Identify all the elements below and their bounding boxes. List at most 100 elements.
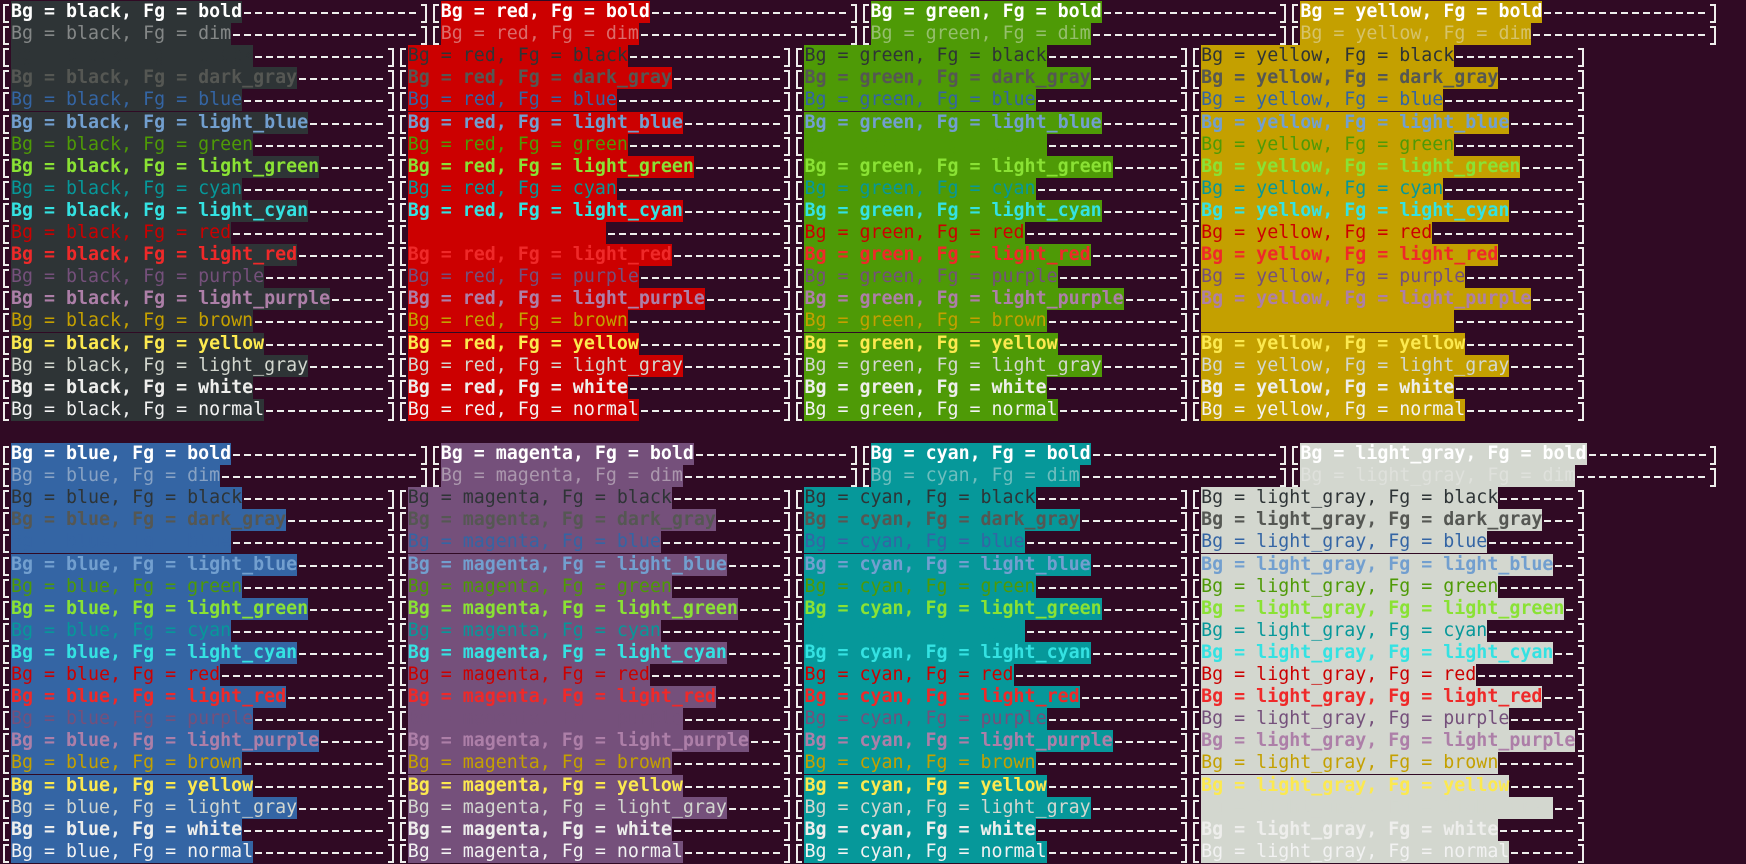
dash-filler: [682, 199, 783, 222]
color-line: Bg = blue, Fg = normal: [0, 840, 397, 863]
color-line: Bg = magenta, Fg = red: [397, 664, 794, 686]
color-sample: Bg = cyan, Fg = light_gray: [804, 796, 1091, 819]
color-line: Bg = black, Fg = light_red: [0, 244, 397, 267]
bracket: [1179, 752, 1190, 775]
color-sample: Bg = cyan, Fg = light_green: [804, 597, 1102, 620]
bracket: [782, 708, 793, 731]
bracket: [793, 266, 804, 289]
bracket: [782, 333, 793, 355]
bracket: [782, 45, 793, 68]
color-sample: Bg = red, Fg = normal: [407, 398, 639, 421]
dash-filler: [253, 774, 386, 797]
bracket: [1708, 465, 1719, 488]
dash-filler: [1564, 597, 1576, 620]
bracket: [782, 775, 793, 797]
dash-filler: [1101, 597, 1180, 620]
bracket: [1576, 200, 1587, 222]
bracket: [386, 89, 397, 112]
bracket: [397, 487, 408, 510]
dash-filler: [1079, 686, 1180, 709]
color-line: Bg = yellow, Fg = purple: [1190, 266, 1587, 289]
bracket: [1179, 134, 1190, 156]
color-line: Bg = yellow, Fg = dim: [1289, 23, 1719, 46]
bracket: [0, 664, 11, 686]
bracket: [1179, 310, 1190, 333]
bracket: [849, 1, 860, 23]
bracket: [793, 797, 804, 819]
color-sample: Bg = red, Fg = yellow: [407, 332, 639, 355]
color-line: Bg = yellow, Fg = light_gray: [1190, 354, 1587, 377]
bracket: [397, 841, 408, 863]
color-sample: Bg = red, Fg = brown: [407, 310, 628, 333]
color-sample: Bg = red, Fg = light_cyan: [407, 199, 683, 222]
bracket: [0, 531, 11, 554]
bracket: [1179, 598, 1190, 620]
bracket: [397, 222, 408, 244]
color-sample: Bg = black, Fg = light_red: [11, 244, 298, 267]
color-line: Bg = magenta, Fg = brown: [397, 752, 794, 775]
bracket: [1576, 333, 1587, 355]
color-sample: Bg = magenta, Fg = purple: [407, 708, 683, 731]
color-line: Bg = black, Fg = green: [0, 133, 397, 156]
bracket: [793, 178, 804, 200]
color-line: Bg = yellow, Fg = bold: [1289, 1, 1719, 23]
dash-filler: [1498, 487, 1576, 510]
color-line: Bg = green, Fg = brown: [793, 310, 1190, 333]
bracket: [1708, 443, 1719, 465]
color-sample: Bg = blue, Fg = yellow: [11, 774, 254, 797]
color-line: Bg = light_gray, Fg = normal: [1190, 840, 1587, 863]
color-line: Bg = light_gray, Fg = dim: [1289, 465, 1719, 488]
color-line: Bg = red, Fg = bold: [430, 1, 860, 23]
dash-filler: [231, 443, 419, 465]
bracket: [1190, 112, 1201, 134]
dash-filler: [737, 597, 783, 620]
bracket: [1190, 686, 1201, 709]
bracket: [1179, 531, 1190, 554]
color-sample: Bg = blue, Fg = normal: [11, 840, 254, 863]
bracket: [1576, 752, 1587, 775]
bracket: [860, 465, 871, 488]
color-sample: Bg = cyan, Fg = white: [804, 818, 1036, 841]
color-line: Bg = yellow, Fg = light_purple: [1190, 288, 1587, 311]
bracket: [386, 200, 397, 222]
color-line: Bg = yellow, Fg = green: [1190, 133, 1587, 156]
dash-filler: [1024, 222, 1180, 244]
dash-filler: [1090, 23, 1279, 46]
color-line: Bg = green, Fg = white: [793, 376, 1190, 399]
dash-filler: [726, 553, 783, 576]
bracket: [397, 642, 408, 664]
color-sample: Bg = red, Fg = blue: [407, 89, 617, 112]
bracket: [1190, 819, 1201, 841]
dash-filler: [1509, 774, 1576, 797]
bracket: [1708, 1, 1719, 23]
dash-filler: [1057, 398, 1180, 421]
dash-filler: [1575, 730, 1576, 753]
color-sample: Bg = red, Fg = light_red: [407, 244, 672, 267]
dash-filler: [1035, 752, 1180, 775]
bracket: [793, 156, 804, 178]
bracket: [793, 730, 804, 753]
color-sample: Bg = cyan, Fg = cyan: [804, 619, 1025, 642]
color-line: Bg = green, Fg = red: [793, 222, 1190, 244]
color-line: Bg = blue, Fg = white: [0, 818, 397, 841]
dash-filler: [231, 222, 386, 244]
dash-filler: [264, 266, 386, 289]
bracket: [386, 708, 397, 731]
dash-filler: [1509, 708, 1576, 731]
color-sample: Bg = yellow, Fg = light_cyan: [1201, 199, 1510, 222]
bracket: [1190, 642, 1201, 664]
dash-filler: [649, 1, 849, 23]
color-line: Bg = yellow, Fg = dark_gray: [1190, 67, 1587, 90]
bracket: [782, 200, 793, 222]
color-line: Bg = magenta, Fg = green: [397, 575, 794, 598]
color-line: Bg = black, Fg = red: [0, 222, 397, 244]
color-sample: Bg = light_gray, Fg = dark_gray: [1201, 509, 1543, 532]
bracket: [1179, 244, 1190, 267]
bracket: [386, 156, 397, 178]
dash-filler: [1487, 531, 1576, 554]
color-line: Bg = cyan, Fg = light_green: [793, 597, 1190, 620]
bracket: [793, 509, 804, 532]
bracket: [1576, 222, 1587, 244]
color-sample: Bg = yellow, Fg = yellow: [1201, 332, 1466, 355]
